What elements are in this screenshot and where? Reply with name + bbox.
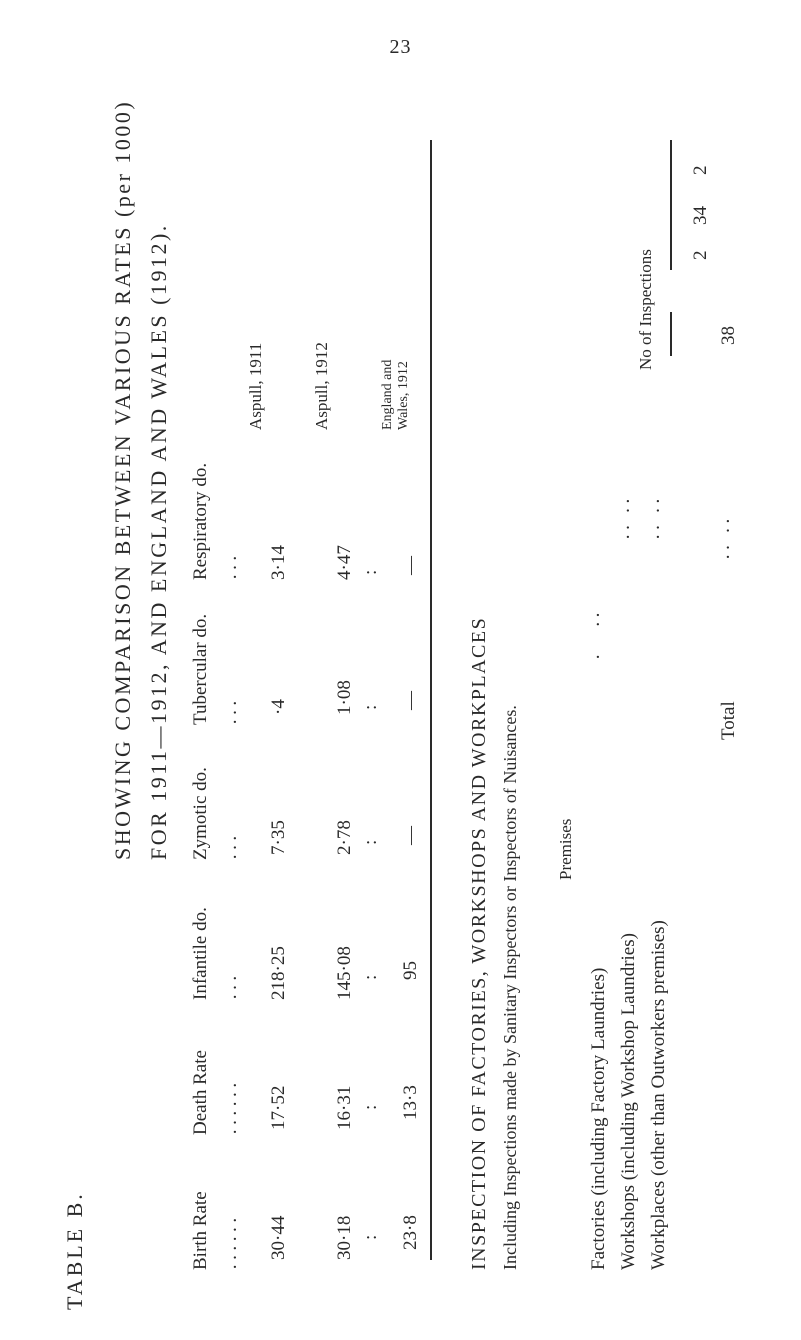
insp-total-value: 38 bbox=[718, 326, 740, 345]
row-label-zymotic: Zymotic do. bbox=[190, 767, 212, 860]
col-header-premises: Premises bbox=[556, 819, 576, 880]
val-ew-respiratory: — bbox=[400, 556, 422, 575]
inspection-title-2: Including Inspections made by Sanitary I… bbox=[500, 705, 521, 1270]
dot-leader: : bbox=[360, 1232, 382, 1240]
dot-leader: : bbox=[360, 972, 382, 980]
val-ew-birth: 23·8 bbox=[400, 1215, 422, 1250]
insp-row-factories: Factories (including Factory Laundries) bbox=[588, 968, 610, 1270]
val-ew-zymotic: — bbox=[400, 826, 422, 845]
col-header-no-insp: No of Inspections bbox=[636, 249, 656, 370]
inspection-title-1: INSPECTION OF FACTORIES, WORKSHOPS AND W… bbox=[468, 617, 491, 1270]
val-a11-infantile: 218·25 bbox=[268, 946, 290, 1000]
val-a12-birth: 30·18 bbox=[334, 1216, 356, 1260]
heading-main: SHOWING COMPARISON BETWEEN VARIOUS RATES… bbox=[110, 100, 136, 860]
insp-total-label: Total bbox=[718, 701, 740, 740]
dot-leader: · ·· bbox=[588, 609, 610, 660]
dot-leader: ··· bbox=[225, 972, 247, 1000]
section-divider bbox=[430, 140, 432, 1260]
val-a12-infantile: 145·08 bbox=[334, 946, 356, 1000]
val-a12-zymotic: 2·78 bbox=[334, 820, 356, 855]
row-label-tubercular: Tubercular do. bbox=[190, 614, 212, 725]
dot-leader: ··· bbox=[225, 552, 247, 580]
insp-val-workshops: 34 bbox=[690, 206, 712, 225]
dot-leader: : bbox=[360, 567, 382, 575]
dot-leader: ·· ·· bbox=[618, 495, 640, 540]
dot-leader: : bbox=[360, 1102, 382, 1110]
dot-leader: ··· bbox=[225, 832, 247, 860]
dot-leader: ·· ·· bbox=[648, 495, 670, 540]
insp-val-factories: 2 bbox=[690, 251, 712, 261]
val-a11-zymotic: 7·35 bbox=[268, 820, 290, 855]
col-header-aspull-1911: Aspull, 1911 bbox=[246, 343, 266, 430]
val-ew-death: 13·3 bbox=[400, 1085, 422, 1120]
total-rule-bottom bbox=[670, 312, 672, 356]
row-label-infantile: Infantile do. bbox=[190, 907, 212, 1000]
val-a12-death: 16·31 bbox=[334, 1086, 356, 1130]
dot-leader: ······ bbox=[225, 1079, 247, 1135]
dot-leader: : bbox=[360, 702, 382, 710]
dot-leader: ··· bbox=[225, 697, 247, 725]
col-header-ew-2: Wales, 1912 bbox=[396, 361, 412, 430]
row-label-birth: Birth Rate bbox=[190, 1191, 212, 1270]
heading-sub: FOR 1911—1912, AND ENGLAND AND WALES (19… bbox=[146, 223, 172, 860]
col-header-ew-1: England and bbox=[380, 360, 396, 430]
val-ew-tubercular: — bbox=[400, 691, 422, 710]
val-a11-tubercular: ·4 bbox=[268, 699, 290, 715]
insp-row-workshops: Workshops (including Workshop Laundries) bbox=[618, 933, 640, 1270]
val-ew-infantile: 95 bbox=[400, 961, 422, 980]
val-a11-death: 17·52 bbox=[268, 1086, 290, 1130]
insp-val-workplaces: 2 bbox=[690, 166, 712, 176]
dot-leader: ·· ·· bbox=[718, 515, 740, 560]
val-a12-respiratory: 4·47 bbox=[334, 545, 356, 580]
page-number: 23 bbox=[390, 36, 412, 59]
row-label-respiratory: Respiratory do. bbox=[190, 463, 212, 580]
dot-leader: ······ bbox=[225, 1214, 247, 1270]
row-label-death: Death Rate bbox=[190, 1050, 212, 1135]
val-a11-birth: 30·44 bbox=[268, 1216, 290, 1260]
table-label: TABLE B. bbox=[62, 1191, 88, 1310]
val-a12-tubercular: 1·08 bbox=[334, 680, 356, 715]
col-header-aspull-1912: Aspull, 1912 bbox=[312, 342, 332, 430]
insp-row-workplaces: Workplaces (other than Outworkers premis… bbox=[648, 920, 670, 1270]
dot-leader: : bbox=[360, 837, 382, 845]
total-rule-top bbox=[670, 140, 672, 270]
val-a11-respiratory: 3·14 bbox=[268, 545, 290, 580]
